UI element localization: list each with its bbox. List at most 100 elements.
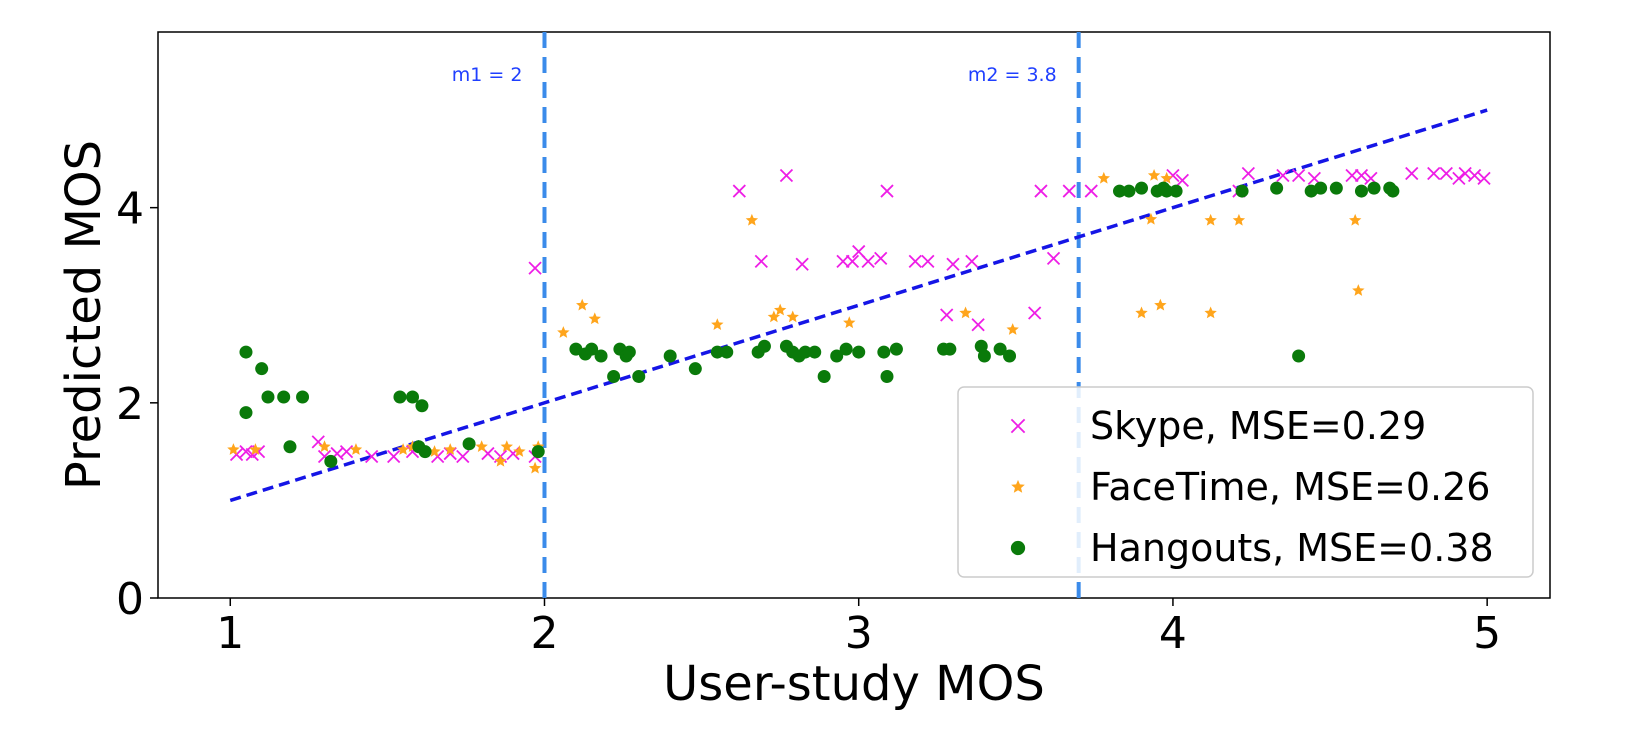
point-circle bbox=[974, 339, 988, 353]
x-tick-label: 2 bbox=[530, 608, 558, 659]
y-tick-label: 2 bbox=[116, 379, 144, 430]
point-x bbox=[456, 449, 470, 464]
fit-line-group bbox=[229, 108, 1488, 503]
x-axis-title: User-study MOS bbox=[663, 656, 1045, 712]
point-circle bbox=[880, 369, 894, 383]
point-x bbox=[1028, 306, 1042, 320]
point-x bbox=[1276, 168, 1290, 183]
point-circle bbox=[943, 342, 957, 356]
point-x bbox=[528, 261, 542, 275]
point-star bbox=[1160, 171, 1173, 184]
point-circle bbox=[798, 345, 812, 359]
point-star bbox=[1006, 323, 1019, 335]
point-circle bbox=[415, 399, 429, 413]
point-star bbox=[500, 440, 513, 452]
point-circle bbox=[632, 369, 646, 383]
point-circle bbox=[889, 342, 903, 356]
point-circle bbox=[1160, 184, 1174, 198]
point-star bbox=[227, 443, 240, 455]
point-star bbox=[767, 310, 781, 323]
point-x bbox=[1175, 173, 1189, 187]
point-circle bbox=[1122, 184, 1136, 198]
point-x bbox=[880, 184, 894, 198]
legend-marker-circle bbox=[1010, 540, 1026, 556]
point-circle bbox=[1003, 349, 1017, 363]
point-x bbox=[732, 184, 746, 198]
point-star bbox=[475, 440, 488, 452]
series-star bbox=[227, 168, 1400, 474]
plot-frame bbox=[157, 31, 1551, 599]
point-star bbox=[557, 326, 570, 338]
legend-label-x: Skype, MSE=0.29 bbox=[1090, 404, 1426, 448]
point-star bbox=[745, 213, 759, 226]
point-x bbox=[845, 254, 860, 268]
point-star bbox=[349, 443, 363, 455]
point-circle bbox=[594, 349, 608, 363]
point-star bbox=[1204, 213, 1217, 226]
point-circle bbox=[277, 390, 291, 404]
y-tick-label: 4 bbox=[116, 184, 144, 235]
point-circle bbox=[531, 445, 545, 459]
point-circle bbox=[1292, 349, 1306, 363]
point-star bbox=[1349, 213, 1362, 226]
point-x bbox=[965, 254, 979, 268]
point-x bbox=[779, 168, 794, 183]
point-circle bbox=[663, 349, 677, 363]
point-circle bbox=[239, 406, 253, 420]
point-circle bbox=[283, 440, 297, 454]
fit-line bbox=[229, 108, 1488, 503]
point-x bbox=[1477, 171, 1491, 186]
point-circle bbox=[1386, 184, 1400, 198]
point-circle bbox=[296, 390, 310, 404]
legend-marker-star bbox=[1011, 479, 1025, 493]
x-tick-label: 1 bbox=[216, 608, 244, 659]
point-star bbox=[513, 445, 526, 457]
point-x bbox=[1034, 184, 1048, 198]
point-star bbox=[959, 306, 972, 319]
point-circle bbox=[261, 390, 275, 404]
point-circle bbox=[255, 362, 269, 376]
point-x bbox=[940, 308, 954, 322]
point-circle bbox=[688, 362, 702, 376]
data-points bbox=[227, 166, 1491, 474]
point-circle bbox=[324, 454, 338, 468]
point-x bbox=[339, 444, 354, 459]
point-circle bbox=[839, 342, 853, 356]
threshold-lines: m1 = 2 m2 = 3.8 bbox=[452, 32, 1081, 598]
point-x bbox=[861, 254, 875, 268]
point-circle bbox=[877, 345, 891, 359]
point-x bbox=[387, 449, 401, 464]
point-star bbox=[1232, 213, 1246, 226]
point-circle bbox=[418, 445, 432, 459]
point-circle bbox=[1354, 184, 1368, 198]
point-circle bbox=[830, 349, 844, 363]
point-star bbox=[711, 318, 724, 331]
threshold-label-1: m1 = 2 bbox=[452, 64, 523, 86]
point-x bbox=[874, 251, 888, 266]
point-x bbox=[1084, 184, 1098, 198]
point-x bbox=[1291, 168, 1306, 183]
point-star bbox=[773, 303, 787, 316]
point-x bbox=[365, 449, 379, 464]
point-circle bbox=[239, 345, 253, 359]
point-star bbox=[1097, 171, 1110, 184]
legend-box bbox=[957, 386, 1534, 578]
point-x bbox=[1062, 184, 1076, 198]
point-circle bbox=[1235, 184, 1249, 198]
x-tick-label: 3 bbox=[845, 608, 873, 659]
legend-label-circle: Hangouts, MSE=0.38 bbox=[1090, 526, 1494, 570]
point-star bbox=[1144, 212, 1158, 225]
point-star bbox=[1135, 306, 1148, 319]
point-x bbox=[1046, 251, 1061, 266]
point-star bbox=[396, 443, 410, 455]
point-star bbox=[428, 445, 441, 457]
point-star bbox=[494, 454, 507, 467]
point-circle bbox=[607, 369, 621, 383]
point-circle bbox=[1367, 181, 1381, 195]
point-x bbox=[946, 257, 960, 271]
legend-marker-x bbox=[1010, 418, 1026, 434]
point-circle bbox=[585, 342, 599, 356]
point-circle bbox=[993, 342, 1007, 356]
point-x bbox=[836, 254, 850, 268]
series-circle bbox=[239, 181, 1400, 468]
